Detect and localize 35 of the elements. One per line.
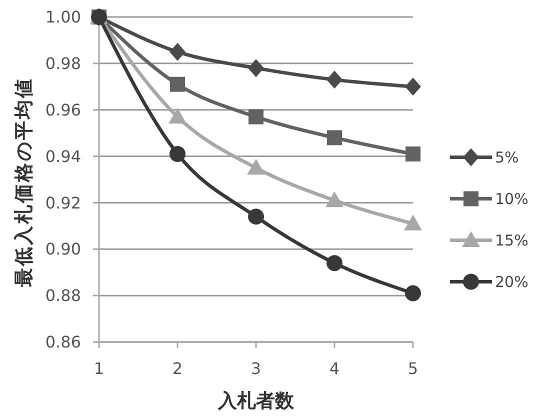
point — [327, 130, 342, 146]
y-tick-label: 1.00 — [45, 8, 81, 27]
point — [326, 191, 344, 208]
y-tick-label: 0.98 — [45, 54, 81, 74]
point — [406, 146, 420, 162]
y-tick-label: 0.90 — [45, 240, 81, 259]
x-tick-label: 3 — [250, 359, 262, 378]
point — [405, 285, 421, 302]
point — [248, 59, 264, 78]
y-axis-title: 最低入札価格の平均値 — [13, 77, 35, 288]
y-tick-label: 0.88 — [45, 286, 81, 306]
x-tick-label: 5 — [408, 359, 418, 378]
point — [248, 208, 264, 225]
x-tick-label: 1 — [94, 359, 104, 378]
legend-label: 5% — [495, 148, 519, 166]
y-tick-label: 0.96 — [45, 100, 81, 120]
x-tick-label: 2 — [172, 359, 183, 378]
point — [326, 255, 342, 272]
point — [404, 214, 422, 230]
point — [168, 108, 186, 124]
x-tick-label: 4 — [329, 359, 340, 378]
y-tick-label: 0.94 — [45, 146, 81, 166]
y-tick-label: 0.92 — [45, 193, 81, 212]
point — [326, 70, 342, 89]
legend-label: 20% — [495, 273, 528, 291]
point — [248, 109, 264, 124]
point — [170, 42, 186, 61]
legend-label: 15% — [495, 232, 528, 250]
point — [405, 78, 421, 96]
y-tick-label: 0.86 — [45, 332, 81, 352]
legend-label: 10% — [495, 190, 528, 208]
x-axis-title: 入札者数 — [217, 390, 295, 412]
point — [170, 146, 186, 162]
point — [247, 158, 265, 175]
point — [170, 76, 185, 92]
